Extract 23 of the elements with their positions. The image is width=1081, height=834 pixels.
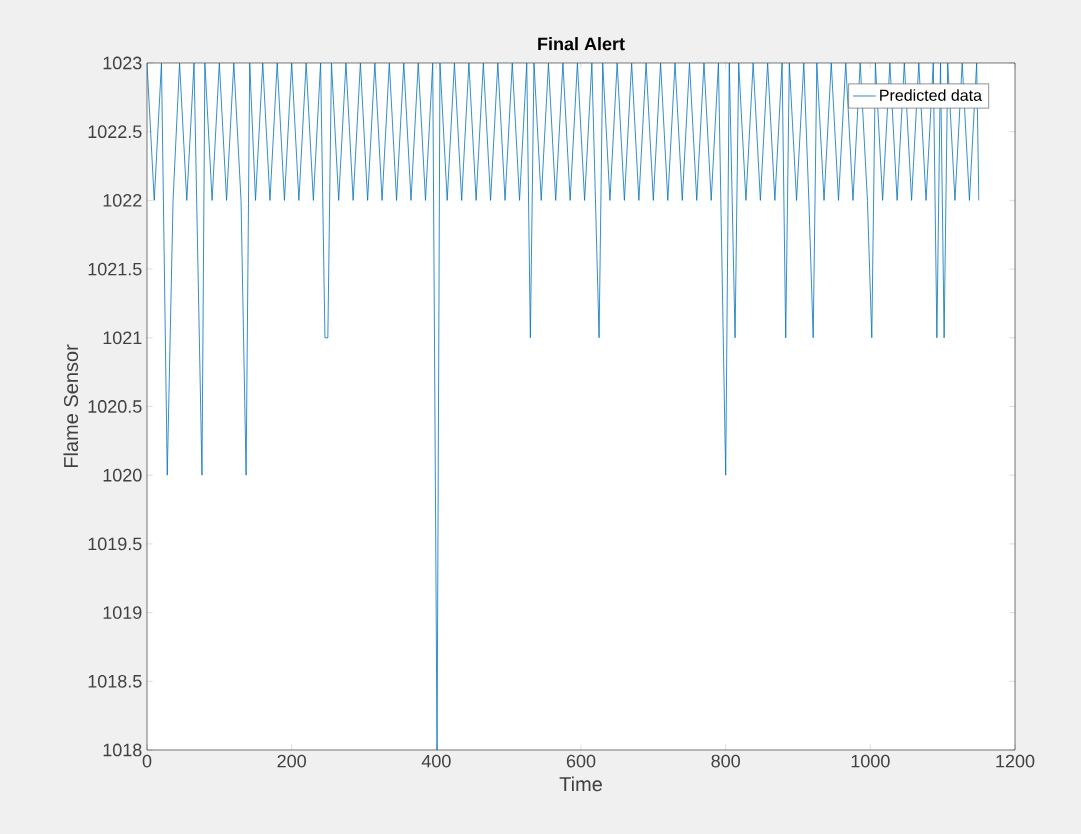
line-series [147, 62, 980, 750]
x-tick-label: 600 [566, 754, 596, 768]
legend-label: Predicted data [880, 89, 982, 101]
y-tick-label: 1022.5 [88, 125, 142, 139]
x-tick-label: 1000 [851, 754, 890, 768]
y-tick-label: 1022 [103, 194, 142, 207]
y-tick-label: 1018.5 [88, 674, 142, 688]
y-tick-label: 1023 [103, 56, 142, 70]
x-tick-label: 0 [142, 754, 152, 768]
y-tick-label: 1019 [103, 606, 142, 619]
x-tick-label: 1200 [996, 754, 1035, 768]
x-axis-title: Time [559, 776, 602, 792]
y-tick-label: 1018 [103, 743, 142, 757]
x-tick-label: 400 [421, 754, 451, 768]
y-tick-label: 1020 [103, 468, 142, 482]
y-tick-label: 1020.5 [88, 400, 142, 413]
y-axis-title: Flame Sensor [63, 344, 79, 468]
x-tick-label: 800 [711, 754, 740, 768]
y-tick-label: 1021.5 [88, 262, 142, 276]
chart-title: Final Alert [538, 37, 625, 51]
x-tick-label: 200 [277, 754, 306, 768]
y-tick-label: 1019.5 [88, 537, 142, 551]
y-tick-label: 1021 [103, 331, 142, 345]
